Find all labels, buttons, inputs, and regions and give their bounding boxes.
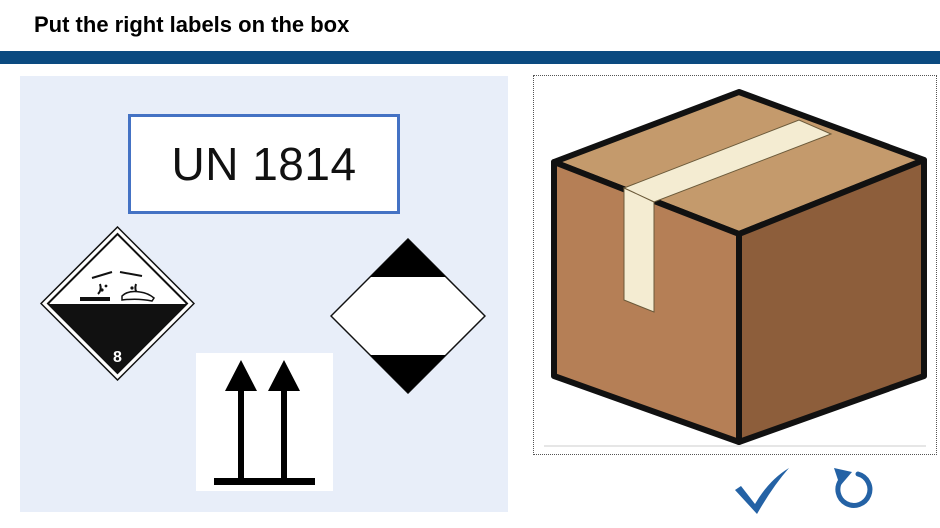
- checkmark-icon: [735, 468, 789, 514]
- limited-quantity-icon: [329, 237, 487, 395]
- corrosive-hazard-label[interactable]: 8: [39, 225, 196, 382]
- header-rule: [0, 51, 940, 64]
- un-number-text: UN 1814: [171, 138, 357, 190]
- corrosive-hazard-icon: 8: [39, 225, 196, 382]
- header-rule-bar: [0, 51, 940, 64]
- page-title: Put the right labels on the box: [34, 12, 350, 37]
- limited-quantity-label[interactable]: [329, 237, 487, 395]
- un-number-label[interactable]: UN 1814: [128, 114, 400, 214]
- this-way-up-icon: [214, 360, 315, 485]
- drop-target-box-area[interactable]: [533, 75, 937, 455]
- this-way-up-label[interactable]: [196, 353, 333, 491]
- reset-button[interactable]: [828, 462, 878, 516]
- check-answer-button[interactable]: [731, 464, 793, 516]
- reset-icon: [834, 468, 873, 508]
- hazard-class-number: 8: [113, 349, 122, 366]
- cardboard-box-icon: [544, 89, 927, 447]
